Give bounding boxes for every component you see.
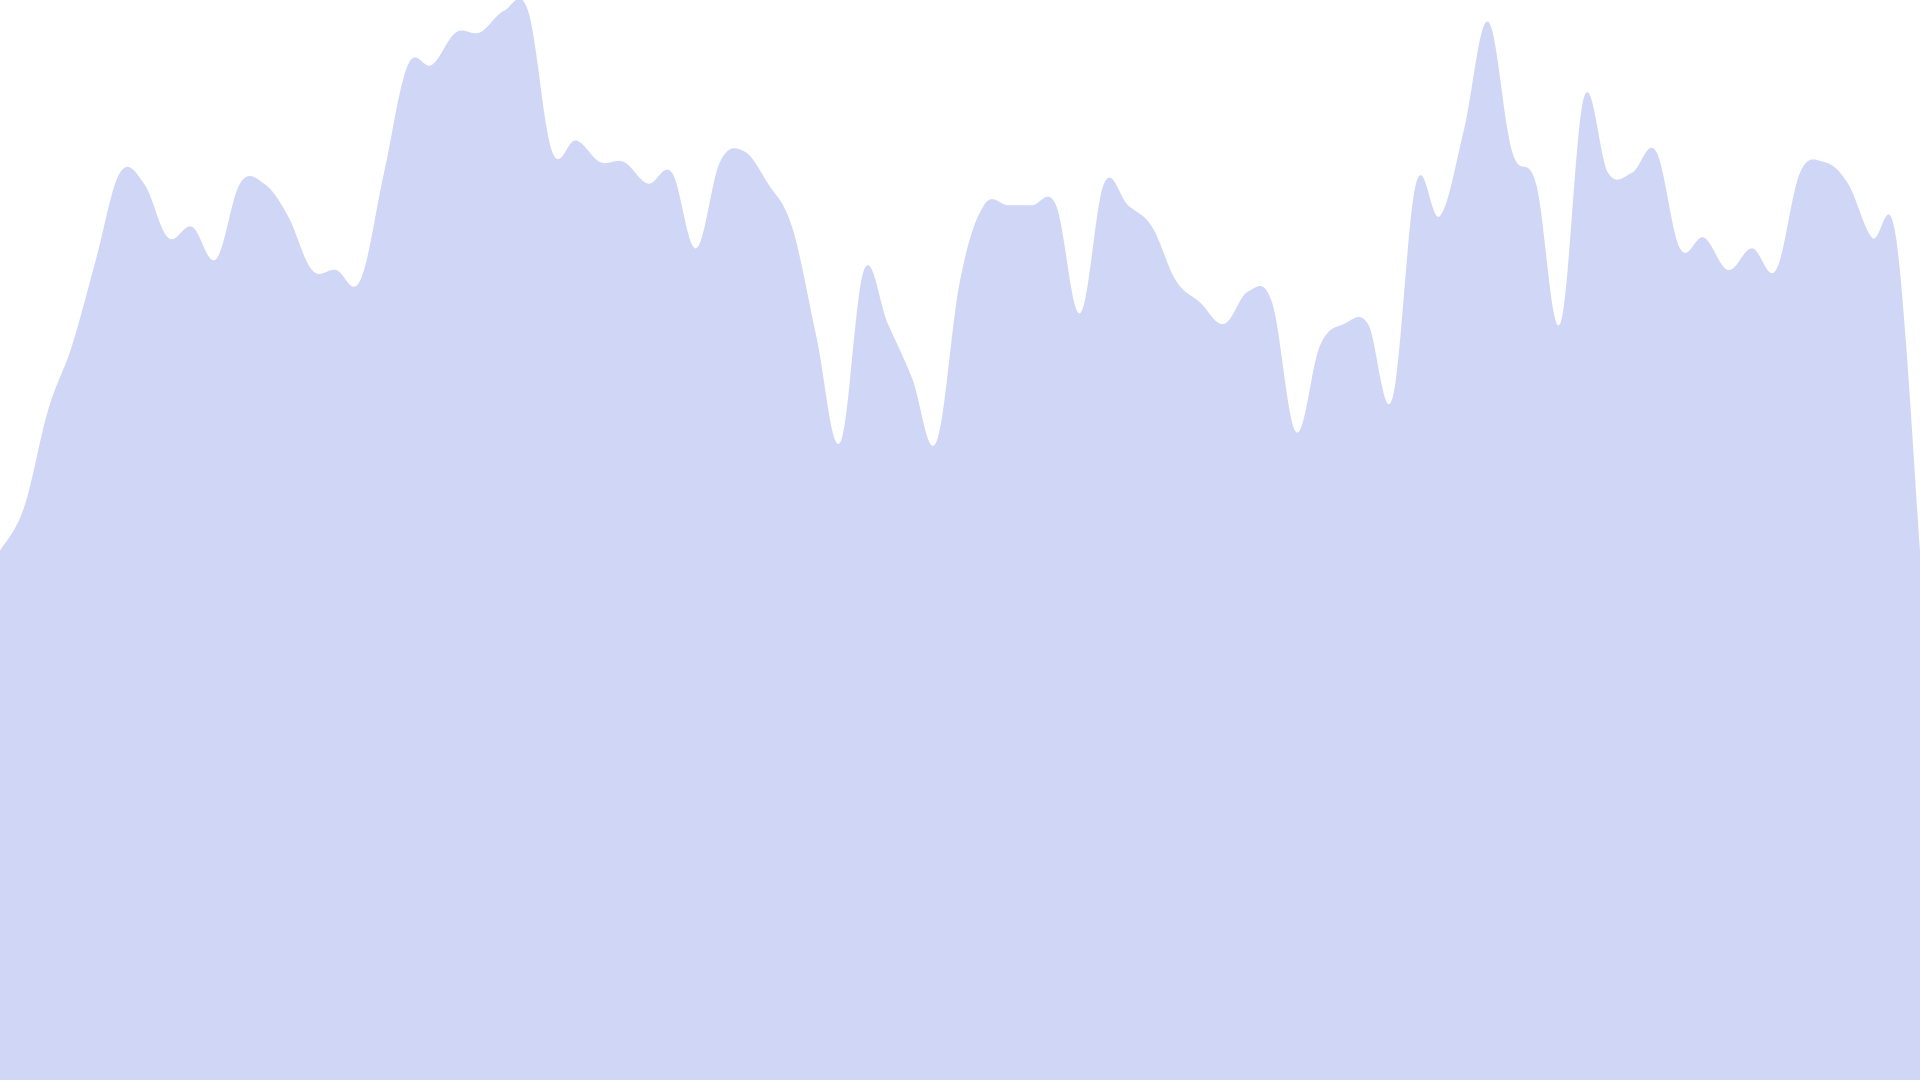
area-chart xyxy=(0,0,1920,1080)
area-series-0 xyxy=(0,0,1920,1080)
series-layer xyxy=(0,0,1920,1080)
chart-area xyxy=(0,0,1920,1080)
